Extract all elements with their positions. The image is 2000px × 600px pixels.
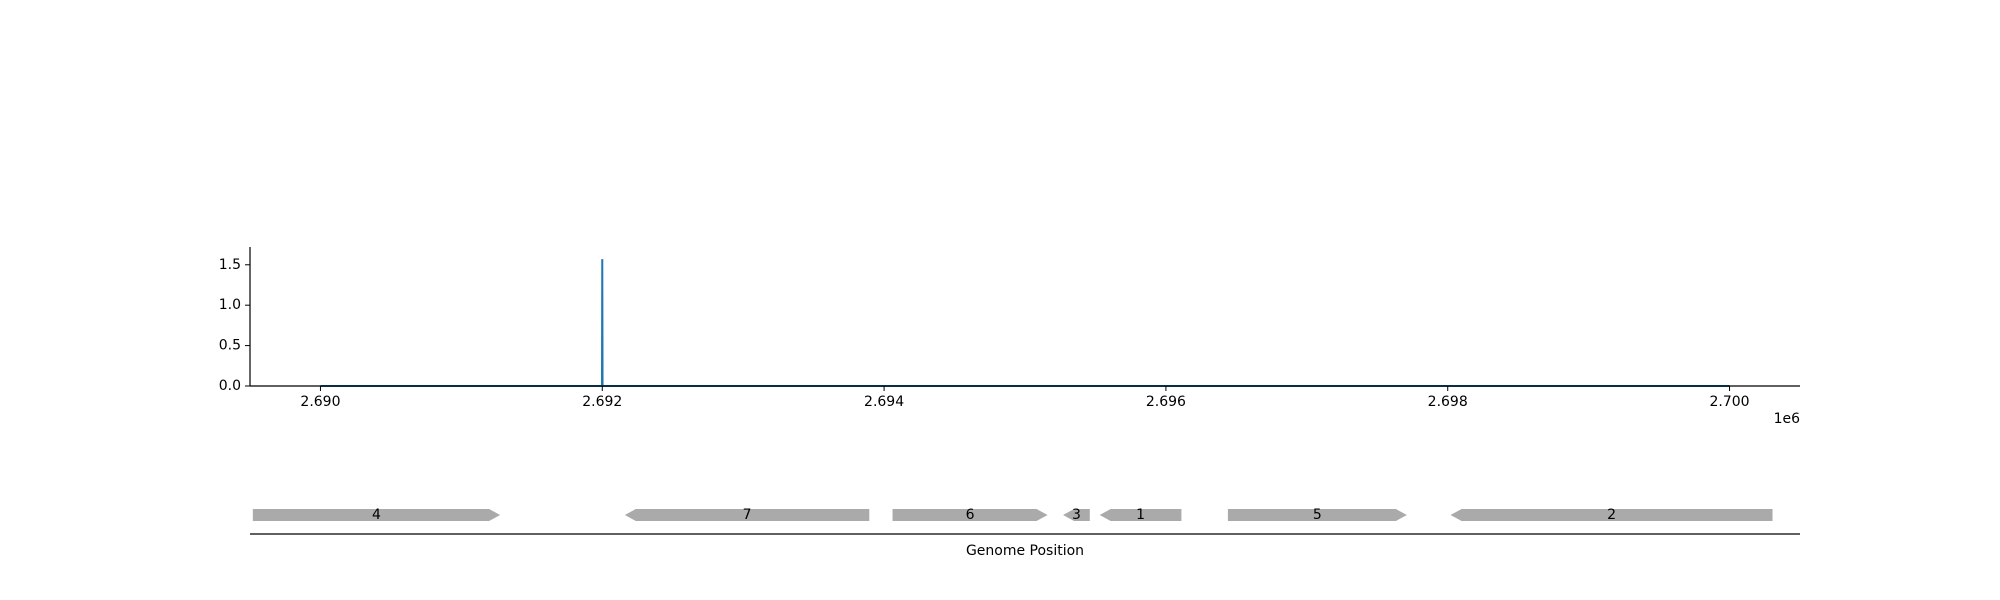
y-tick-label: 1.5 — [219, 257, 241, 273]
gene-feature-label: 5 — [1313, 507, 1322, 523]
gene-feature-label: 4 — [372, 507, 381, 523]
gene-feature-2 — [1450, 509, 1773, 521]
x-tick-label: 2.694 — [864, 394, 904, 410]
coverage-line-0 — [320, 259, 1730, 387]
gene-feature-6 — [892, 509, 1048, 521]
x-tick-label: 2.700 — [1709, 394, 1749, 410]
gene-feature-label: 2 — [1607, 507, 1616, 523]
x-offset-label: 1e6 — [1774, 411, 1801, 427]
x-tick-label: 2.690 — [300, 394, 340, 410]
gene-feature-label: 3 — [1072, 507, 1081, 523]
y-ticks: 0.0 0.5 1.0 1.5 — [219, 257, 250, 394]
coverage-plot: 2.690 2.692 2.694 2.696 2.698 2.700 0.0 0.5 1.0… — [219, 247, 1800, 427]
gene-feature-label: 1 — [1136, 507, 1145, 523]
coverage-series — [320, 259, 1730, 387]
gene-feature-5 — [1227, 509, 1407, 521]
x-tick-label: 2.696 — [1146, 394, 1186, 410]
x-tick-label: 2.698 — [1428, 394, 1468, 410]
gene-features: 4 7 6 3 1 5 2 — [252, 507, 1773, 523]
gene-feature-7 — [624, 509, 870, 521]
x-tick-label: 2.692 — [582, 394, 622, 410]
x-ticks: 2.690 2.692 2.694 2.696 2.698 2.700 — [300, 386, 1750, 410]
gene-feature-label: 7 — [743, 507, 752, 523]
gene-feature-1 — [1099, 509, 1182, 521]
gene-map: 4 7 6 3 1 5 2 Genome Position — [250, 507, 1800, 559]
gene-feature-3 — [1063, 509, 1090, 521]
y-tick-label: 0.5 — [219, 338, 241, 354]
y-tick-label: 1.0 — [219, 297, 241, 313]
gene-map-xlabel: Genome Position — [966, 543, 1084, 559]
gene-feature-4 — [252, 509, 501, 521]
y-tick-label: 0.0 — [219, 378, 241, 394]
gene-feature-label: 6 — [966, 507, 975, 523]
